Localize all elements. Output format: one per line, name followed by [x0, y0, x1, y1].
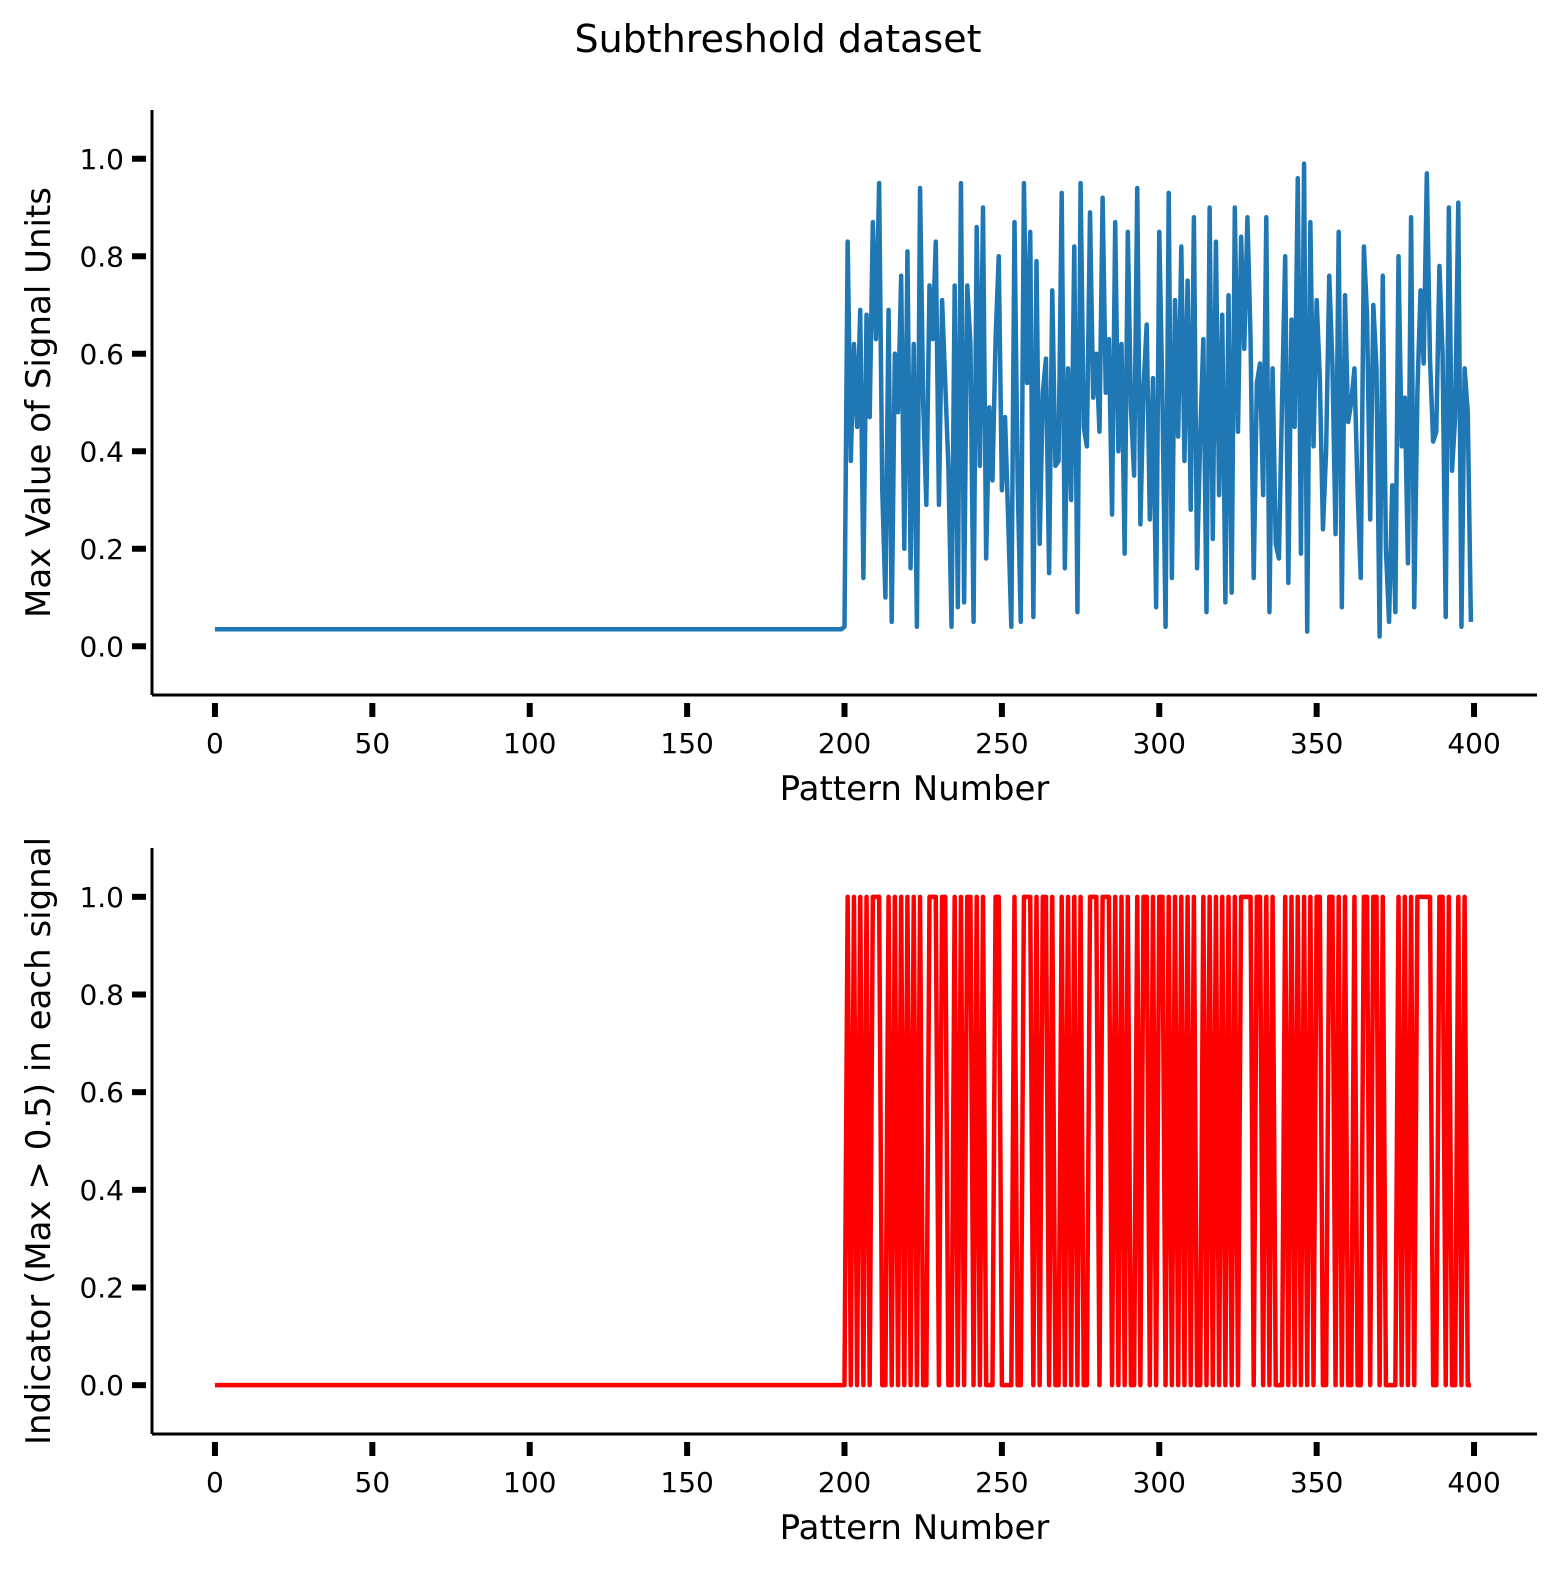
- x-tick-label: 400: [1447, 1466, 1500, 1499]
- y-tick-label: 1.0: [79, 143, 124, 176]
- x-tick-label: 200: [818, 727, 871, 760]
- x-tick-label: 250: [975, 1466, 1028, 1499]
- x-tick-label: 150: [660, 727, 713, 760]
- x-tick-label: 200: [818, 1466, 871, 1499]
- x-tick-label: 50: [355, 727, 391, 760]
- y-tick-label: 0.6: [79, 1076, 124, 1109]
- x-tick-label: 0: [206, 1466, 224, 1499]
- y-tick-label: 0.6: [79, 338, 124, 371]
- y-tick-label: 0.2: [79, 533, 124, 566]
- x-tick-label: 50: [355, 1466, 391, 1499]
- y-tick-label: 1.0: [79, 881, 124, 914]
- y-tick-label: 0.4: [79, 435, 124, 468]
- y-tick-label: 0.4: [79, 1174, 124, 1207]
- y-tick-label: 0.8: [79, 240, 124, 273]
- y-axis-label: Max Value of Signal Units: [19, 187, 59, 618]
- data-line: [214, 161, 1474, 639]
- x-tick-label: 100: [503, 727, 556, 760]
- x-tick-label: 300: [1133, 1466, 1186, 1499]
- y-tick-label: 0.0: [79, 630, 124, 663]
- x-tick-label: 100: [503, 1466, 556, 1499]
- y-axis-label: Indicator (Max > 0.5) in each signal: [19, 837, 59, 1445]
- y-tick-label: 0.2: [79, 1272, 124, 1305]
- x-tick-label: 0: [206, 727, 224, 760]
- figure-title: Subthreshold dataset: [574, 17, 981, 61]
- x-tick-label: 150: [660, 1466, 713, 1499]
- y-tick-label: 0.0: [79, 1369, 124, 1402]
- x-tick-label: 300: [1133, 727, 1186, 760]
- x-axis-label: Pattern Number: [780, 769, 1050, 809]
- x-tick-label: 350: [1290, 727, 1343, 760]
- y-tick-label: 0.8: [79, 979, 124, 1012]
- x-tick-label: 250: [975, 727, 1028, 760]
- x-tick-label: 350: [1290, 1466, 1343, 1499]
- x-axis-label: Pattern Number: [780, 1508, 1050, 1548]
- data-line: [214, 894, 1471, 1388]
- x-tick-label: 400: [1447, 727, 1500, 760]
